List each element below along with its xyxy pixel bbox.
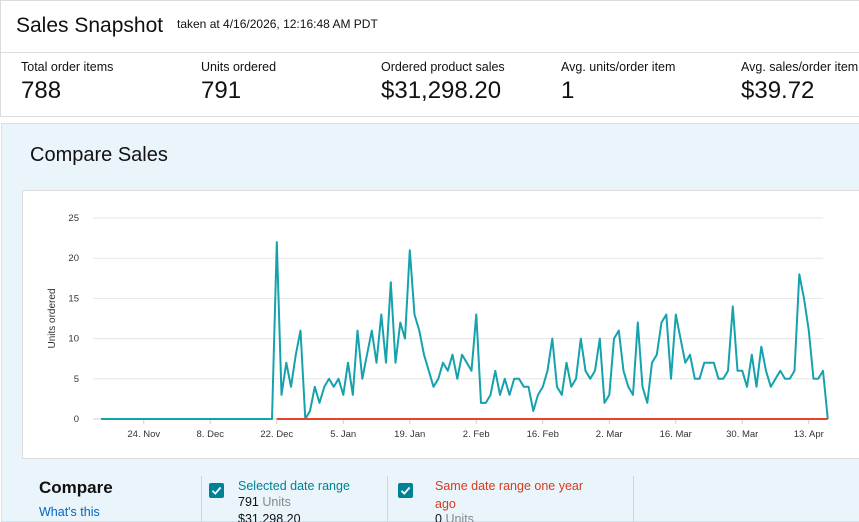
whats-this-link[interactable]: What's this xyxy=(39,505,100,519)
units-chart: 0 5 10 15 20 25 24. Nov 8. Dec 22. Dec 5. Jan 19.… xyxy=(22,190,859,459)
chart-x-ticks: 24. Nov 8. Dec 22. Dec 5. Jan 19. Jan 2. Feb 1… xyxy=(127,419,824,440)
y-axis-title: Units ordered xyxy=(47,288,58,348)
metric-avg-units-per-order-item: Avg. units/order item 1 xyxy=(561,60,675,105)
x-tick-label: 8. Dec xyxy=(197,429,225,440)
chart-gridlines xyxy=(93,217,823,420)
selected-range-sales: $31,298.20 xyxy=(238,512,301,522)
y-tick-label: 20 xyxy=(68,253,79,264)
x-tick-label: 13. Apr xyxy=(794,429,824,440)
check-icon xyxy=(211,486,222,495)
year-ago-checkbox[interactable] xyxy=(398,483,413,498)
metric-value: 791 xyxy=(201,77,242,104)
snapshot-header: Sales Snapshot taken at 4/16/2026, 12:16… xyxy=(1,1,859,53)
x-tick-label: 19. Jan xyxy=(394,429,425,440)
x-tick-label: 16. Feb xyxy=(527,429,559,440)
y-tick-label: 25 xyxy=(68,213,79,224)
metric-label: Avg. units/order item xyxy=(561,60,676,74)
units-chart-svg: 0 5 10 15 20 25 24. Nov 8. Dec 22. Dec 5. Jan 19.… xyxy=(47,213,829,440)
selected-range-checkbox[interactable] xyxy=(209,483,224,498)
year-ago-label[interactable]: Same date range one year ago xyxy=(435,479,584,511)
y-tick-label: 0 xyxy=(74,414,79,425)
metric-value: $31,298.20 xyxy=(381,77,502,104)
metric-value: 788 xyxy=(21,77,62,104)
legend-divider xyxy=(201,476,202,522)
selected-range-units: 791 Units xyxy=(238,495,291,509)
metric-ordered-product-sales: Ordered product sales $31,298.20 xyxy=(381,60,505,105)
legend-title: Compare xyxy=(39,478,113,497)
metric-label: Total order items xyxy=(21,60,114,74)
y-tick-label: 5 xyxy=(74,374,79,385)
x-tick-label: 2. Feb xyxy=(463,429,490,440)
units-word: Units xyxy=(262,495,291,509)
units-value: 791 xyxy=(238,495,259,509)
sales-snapshot-panel: Sales Snapshot taken at 4/16/2026, 12:16… xyxy=(0,0,859,117)
compare-sales-panel: Compare Sales 0 5 10 15 20 25 24. Nov 8. Dec 22… xyxy=(1,123,859,522)
snapshot-title: Sales Snapshot xyxy=(16,14,164,37)
selected-range-label[interactable]: Selected date range xyxy=(238,479,350,493)
units-word: Units xyxy=(445,512,474,522)
snapshot-timestamp: taken at 4/16/2026, 12:16:48 AM PDT xyxy=(177,17,378,31)
x-tick-label: 16. Mar xyxy=(660,429,692,440)
x-tick-label: 22. Dec xyxy=(260,429,293,440)
x-tick-label: 5. Jan xyxy=(330,429,356,440)
units-value: 0 xyxy=(435,512,442,522)
y-tick-label: 15 xyxy=(68,293,79,304)
year-ago-units: 0 Units xyxy=(435,512,474,522)
chart-y-ticks: 0 5 10 15 20 25 xyxy=(68,213,79,425)
x-tick-label: 2. Mar xyxy=(596,429,623,440)
metric-units-ordered: Units ordered 791 xyxy=(201,60,276,105)
metric-label: Ordered product sales xyxy=(381,60,505,74)
metric-value: 1 xyxy=(561,77,575,104)
legend-divider xyxy=(387,476,388,522)
chart-series xyxy=(101,241,829,420)
x-tick-label: 24. Nov xyxy=(127,429,160,440)
legend-divider xyxy=(633,476,634,522)
metric-avg-sales-per-order-item: Avg. sales/order item $39.72 xyxy=(741,60,858,105)
metric-label: Avg. sales/order item xyxy=(741,60,859,74)
check-icon xyxy=(400,486,411,495)
x-tick-label: 30. Mar xyxy=(726,429,758,440)
compare-title: Compare Sales xyxy=(30,144,168,166)
y-tick-label: 10 xyxy=(68,334,79,345)
series-line-selected-range xyxy=(101,241,829,420)
metric-total-order-items: Total order items 788 xyxy=(21,60,113,105)
compare-legend: Compare What's this Selected date range … xyxy=(2,460,859,522)
metric-label: Units ordered xyxy=(201,60,277,74)
metric-value: $39.72 xyxy=(741,77,815,104)
